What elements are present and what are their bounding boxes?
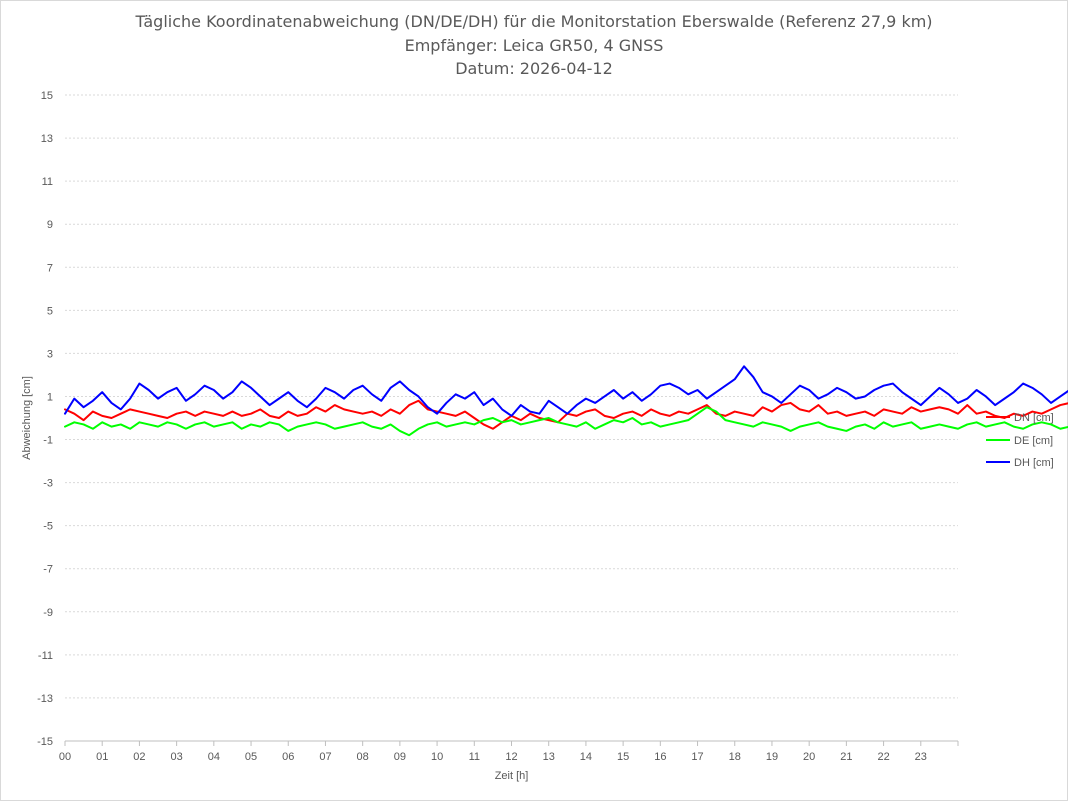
x-tick-label: 15 bbox=[617, 751, 629, 763]
x-tick-label: 14 bbox=[580, 751, 592, 763]
x-tick-label: 11 bbox=[469, 751, 480, 763]
y-tick-label: -9 bbox=[43, 607, 53, 619]
x-tick-label: 12 bbox=[505, 751, 517, 763]
x-tick-label: 01 bbox=[96, 751, 108, 763]
x-tick-label: 03 bbox=[171, 751, 183, 763]
y-tick-label: 1 bbox=[47, 391, 53, 403]
y-tick-label: 11 bbox=[42, 176, 53, 188]
x-tick-label: 09 bbox=[394, 751, 406, 763]
y-tick-label: -7 bbox=[43, 564, 53, 576]
y-axis-title: Abweichung [cm] bbox=[21, 376, 33, 460]
y-tick-label: 13 bbox=[41, 133, 53, 145]
x-tick-label: 08 bbox=[357, 751, 369, 763]
x-tick-label: 23 bbox=[915, 751, 927, 763]
y-tick-label: 3 bbox=[47, 348, 53, 360]
series-line-dn bbox=[64, 399, 1068, 430]
y-tick-label: -11 bbox=[38, 650, 53, 662]
y-tick-label: 5 bbox=[47, 305, 53, 317]
y-tick-label: -5 bbox=[43, 521, 53, 533]
legend-label-de: DE [cm] bbox=[1014, 435, 1053, 447]
x-tick-label: 04 bbox=[208, 751, 220, 763]
series-line-dh bbox=[64, 365, 1068, 417]
x-tick-label: 07 bbox=[319, 751, 331, 763]
x-tick-label: 02 bbox=[133, 751, 145, 763]
x-tick-label: 06 bbox=[282, 751, 294, 763]
y-tick-label: 7 bbox=[47, 262, 53, 274]
y-tick-label: 15 bbox=[41, 90, 53, 102]
chart-subtitle-date: Datum: 2026-04-12 bbox=[455, 59, 613, 78]
x-tick-label: 16 bbox=[654, 751, 666, 763]
x-tick-label: 20 bbox=[803, 751, 815, 763]
series-line-de bbox=[64, 406, 1068, 437]
y-tick-label: -13 bbox=[37, 693, 53, 705]
x-tick-label: 21 bbox=[840, 751, 852, 763]
chart-subtitle-receiver: Empfänger: Leica GR50, 4 GNSS bbox=[404, 36, 664, 55]
x-tick-label: 17 bbox=[691, 751, 703, 763]
chart-title: Tägliche Koordinatenabweichung (DN/DE/DH… bbox=[135, 12, 933, 31]
x-tick-label: 05 bbox=[245, 751, 257, 763]
legend-label-dn: DN [cm] bbox=[1014, 412, 1054, 424]
x-tick-label: 19 bbox=[766, 751, 778, 763]
x-tick-label: 13 bbox=[543, 751, 555, 763]
legend-label-dh: DH [cm] bbox=[1014, 457, 1054, 469]
x-axis-title: Zeit [h] bbox=[495, 770, 529, 782]
x-tick-label: 00 bbox=[59, 751, 71, 763]
x-tick-label: 18 bbox=[729, 751, 741, 763]
y-tick-label: -15 bbox=[37, 736, 53, 748]
y-tick-label: 9 bbox=[47, 219, 53, 231]
x-tick-label: 22 bbox=[877, 751, 889, 763]
y-tick-label: -3 bbox=[43, 478, 53, 490]
y-tick-label: -1 bbox=[43, 435, 53, 447]
x-tick-label: 10 bbox=[431, 751, 443, 763]
